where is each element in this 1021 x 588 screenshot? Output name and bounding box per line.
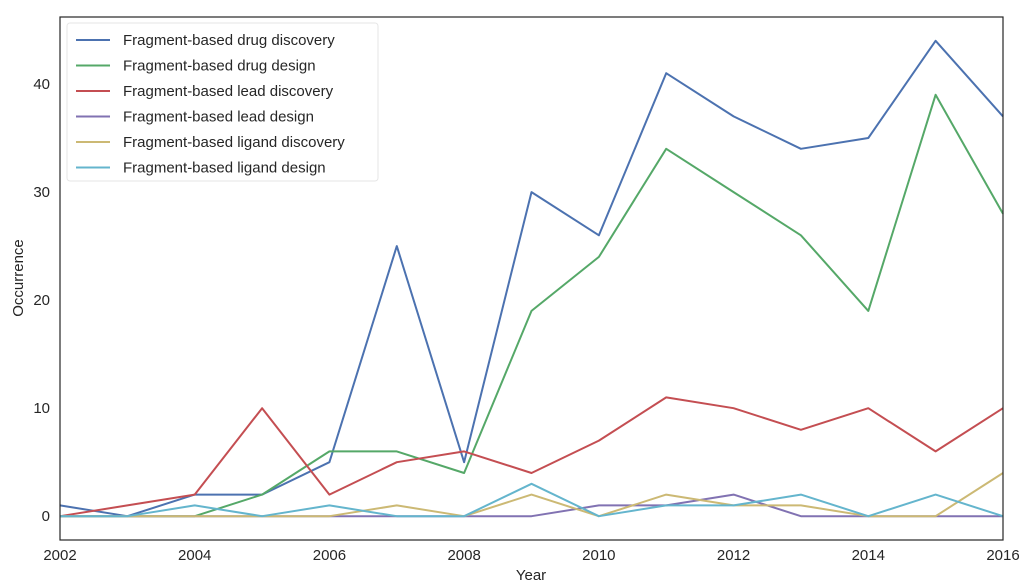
- x-tick-label: 2016: [986, 547, 1019, 564]
- x-tick-label: 2006: [313, 547, 346, 564]
- legend-box: [66, 22, 379, 182]
- x-tick-label: 2004: [178, 547, 211, 564]
- series-line-6: [60, 482, 1004, 518]
- y-tick-label: 0: [42, 508, 50, 525]
- y-tick-label: 40: [33, 76, 50, 93]
- series-line-3: [59, 396, 1004, 518]
- series-lines: [59, 39, 1004, 518]
- series-line-4: [60, 493, 1003, 518]
- legend-label: Fragment-based ligand discovery: [123, 134, 345, 151]
- legend-label: Fragment-based drug design: [123, 58, 316, 75]
- y-tick-label: 10: [33, 400, 50, 417]
- x-tick-label: 2008: [447, 547, 480, 564]
- legend: Fragment-based drug discovery Fragment-ba…: [66, 22, 379, 182]
- x-tick-label: 2014: [852, 547, 885, 564]
- legend-label: Fragment-based lead discovery: [123, 83, 334, 100]
- legend-label: Fragment-based lead design: [123, 109, 314, 126]
- y-tick-label: 30: [33, 184, 50, 201]
- x-tick-label: 2012: [717, 547, 750, 564]
- series-line-1: [59, 39, 1004, 518]
- series-line-5: [60, 472, 1004, 518]
- y-axis-label: Occurrence: [10, 239, 27, 317]
- legend-label: Fragment-based ligand design: [123, 160, 326, 177]
- x-axis-label: Year: [516, 567, 546, 583]
- tick-labels: 2002 2004 2006 2008 2010 2012 2014 2016 0 10 20 30 4…: [33, 76, 1019, 564]
- y-tick-label: 20: [33, 292, 50, 309]
- x-tick-label: 2002: [43, 547, 76, 564]
- x-tick-label: 2010: [582, 547, 615, 564]
- legend-label: Fragment-based drug discovery: [123, 32, 335, 49]
- plot-frame: [59, 16, 1004, 541]
